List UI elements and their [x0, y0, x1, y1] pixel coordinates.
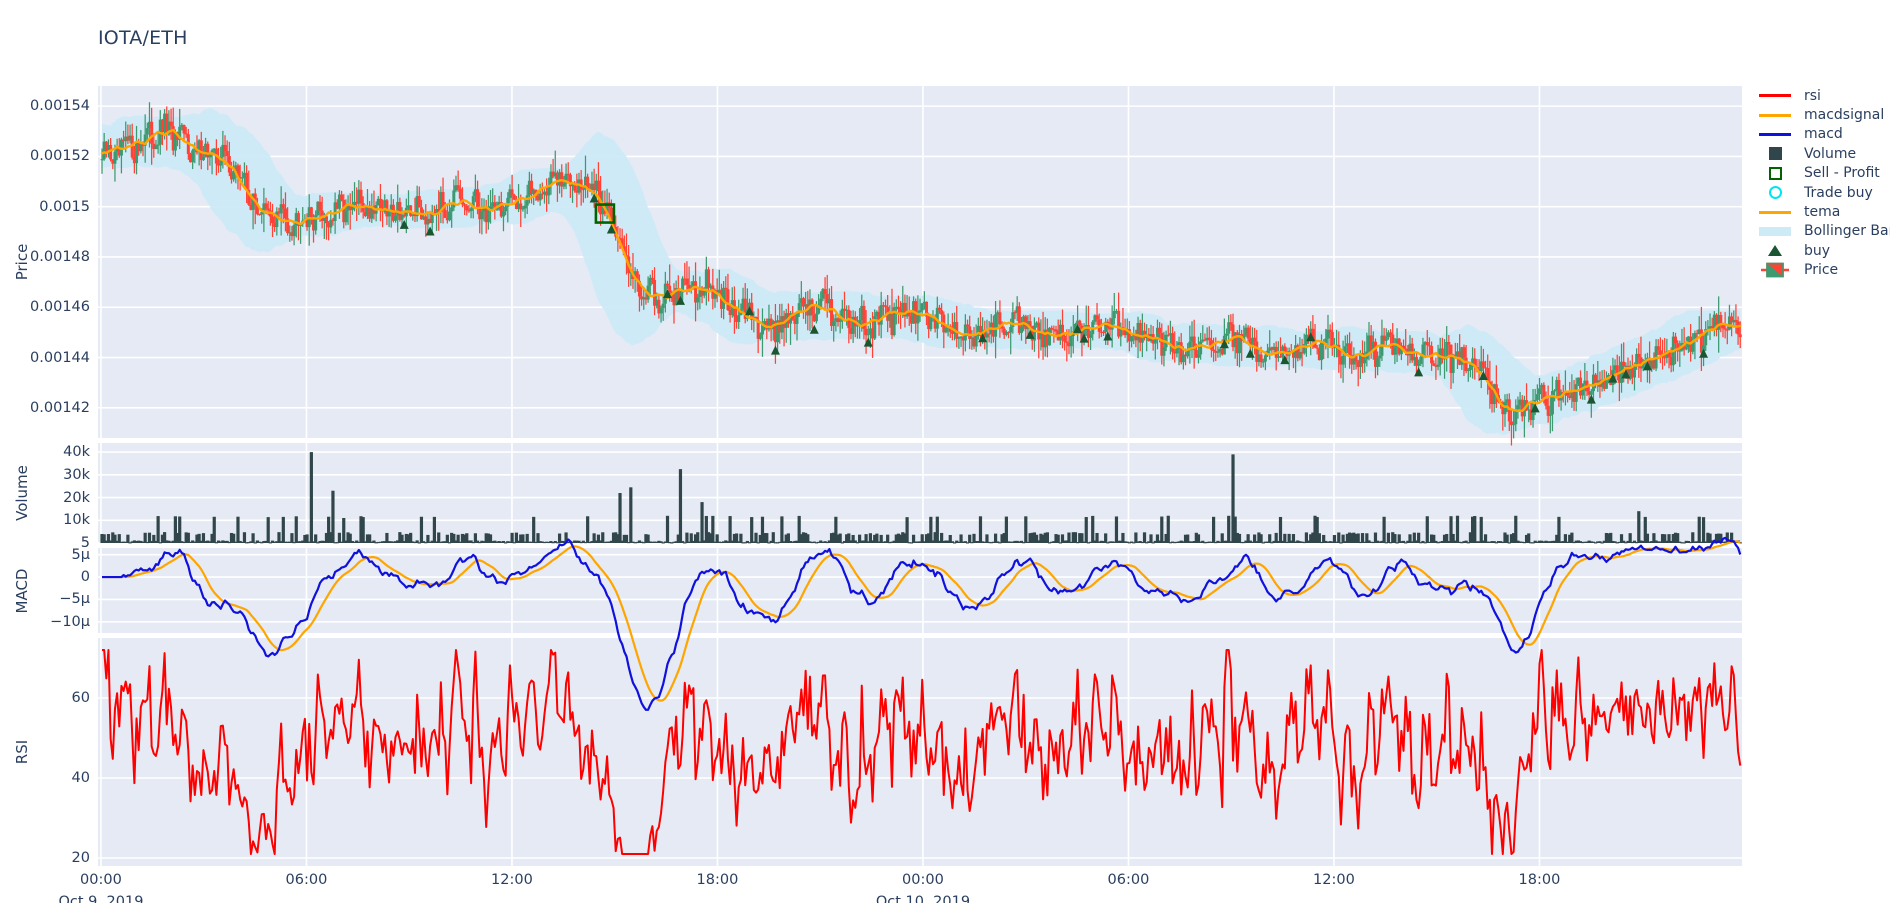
legend-label: tema	[1804, 204, 1841, 221]
legend-label: rsi	[1804, 87, 1821, 104]
y-axis-title-rsi: RSI	[13, 739, 31, 765]
y-tick-rsi-1: 40	[71, 770, 90, 786]
rsi-panel	[98, 638, 1742, 866]
x-tick-4: 00:00	[902, 872, 944, 888]
x-tick-5: 06:00	[1107, 872, 1150, 888]
legend-triangle-up-icon	[1768, 245, 1782, 257]
legend-label: Price	[1804, 262, 1839, 279]
legend-item-bollinger-band[interactable]: Bollinger Band	[1754, 222, 1890, 241]
legend-candlestick-icon	[1760, 262, 1790, 278]
legend-label: Sell - Profit	[1804, 165, 1880, 182]
legend-item-rsi[interactable]: rsi	[1754, 86, 1890, 105]
y-tick-price-5: 0.00144	[30, 349, 90, 366]
y-tick-volume-4: 5	[80, 535, 90, 551]
x-tick-1: 06:00	[285, 872, 328, 888]
y-tick-price-4: 0.00146	[30, 299, 90, 316]
page-title: IOTA/ETH	[98, 27, 188, 49]
legend-item-sell-profit[interactable]: Sell - Profit	[1754, 164, 1890, 183]
y-tick-price-1: 0.00152	[30, 148, 90, 165]
y-tick-price-6: 0.00142	[30, 399, 90, 416]
x-tick-7: 18:00	[1518, 872, 1561, 888]
legend-square-icon	[1768, 147, 1782, 161]
legend-label: Trade buy	[1804, 184, 1873, 201]
legend-label: Bollinger Band	[1804, 223, 1890, 240]
y-tick-price-2: 0.0015	[39, 198, 90, 215]
macd-panel	[98, 548, 1742, 633]
y-tick-price-3: 0.00148	[30, 248, 90, 265]
legend-item-trade-buy[interactable]: Trade buy	[1754, 183, 1890, 202]
y-tick-macd-0: 5µ	[71, 546, 90, 563]
x-date-label-1: Oct 10, 2019	[875, 894, 971, 903]
y-axis-title-price: Price	[13, 243, 31, 281]
legend-label: buy	[1804, 242, 1831, 259]
legend-band-swatch	[1759, 226, 1791, 236]
chart-legend: rsi macdsignal macd Volume Sell - Profit Trad…	[1754, 86, 1890, 280]
y-tick-volume-2: 20k	[63, 489, 90, 506]
volume-panel	[98, 443, 1742, 543]
y-tick-volume-0: 40k	[63, 444, 90, 461]
y-tick-macd-2: −5µ	[59, 591, 90, 608]
legend-item-buy[interactable]: buy	[1754, 241, 1890, 260]
legend-line-swatch	[1759, 210, 1791, 214]
y-tick-price-0: 0.00154	[30, 98, 90, 115]
legend-item-tema[interactable]: tema	[1754, 202, 1890, 221]
price-panel	[98, 86, 1742, 438]
y-axis-title-macd: MACD	[13, 568, 31, 613]
legend-line-swatch	[1759, 132, 1791, 136]
y-tick-volume-1: 30k	[63, 466, 90, 483]
y-tick-volume-3: 10k	[63, 512, 90, 529]
legend-item-macdsignal[interactable]: macdsignal	[1754, 105, 1890, 124]
legend-item-macd[interactable]: macd	[1754, 125, 1890, 144]
x-tick-6: 12:00	[1313, 872, 1355, 888]
y-tick-rsi-0: 60	[71, 690, 90, 706]
y-axis-title-volume: Volume	[13, 465, 31, 521]
legend-line-swatch	[1759, 94, 1791, 98]
legend-item-volume[interactable]: Volume	[1754, 144, 1890, 163]
x-tick-2: 12:00	[491, 872, 533, 888]
y-tick-rsi-2: 20	[71, 850, 90, 866]
x-tick-3: 18:00	[696, 872, 739, 888]
legend-line-swatch	[1759, 113, 1791, 117]
x-date-label-0: Oct 9, 2019	[58, 894, 144, 903]
y-tick-macd-1: 0	[80, 569, 90, 586]
legend-label: macdsignal	[1804, 107, 1885, 124]
legend-open-square-icon	[1768, 166, 1782, 180]
legend-label: Volume	[1804, 145, 1857, 162]
legend-open-circle-icon	[1768, 186, 1782, 200]
legend-label: macd	[1804, 126, 1843, 143]
x-tick-0: 00:00	[80, 872, 122, 888]
legend-item-price[interactable]: Price	[1754, 261, 1890, 280]
y-tick-macd-3: −10µ	[50, 613, 90, 630]
